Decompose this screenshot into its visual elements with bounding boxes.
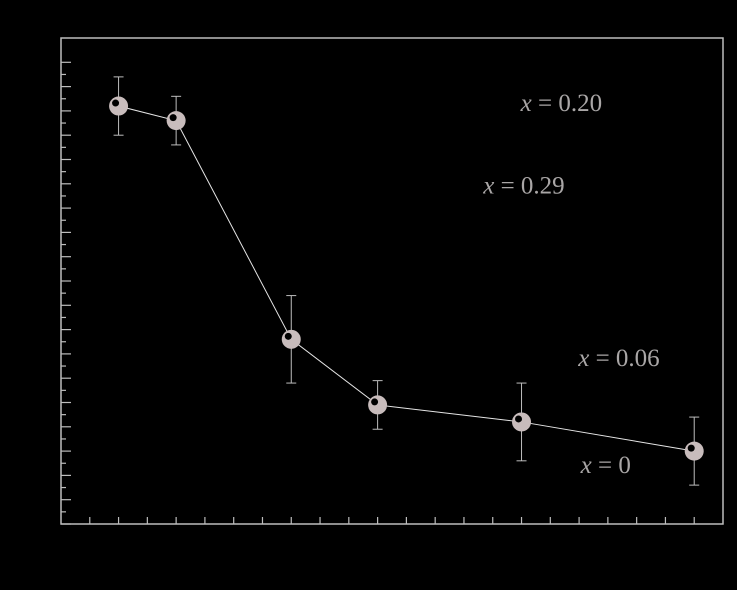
data-point-highlight bbox=[112, 99, 120, 107]
annotation-label: x = 0.06 bbox=[577, 345, 659, 372]
annotation-label: x = 0 bbox=[580, 452, 631, 479]
data-point bbox=[368, 395, 388, 415]
series-line bbox=[118, 105, 695, 452]
data-point-highlight bbox=[169, 114, 177, 122]
data-point bbox=[512, 412, 532, 432]
data-point-highlight bbox=[687, 444, 695, 452]
data-point-highlight bbox=[371, 398, 379, 406]
y-ticks bbox=[61, 61, 71, 525]
data-point-highlight bbox=[515, 415, 523, 423]
series-group bbox=[109, 76, 704, 486]
data-point bbox=[109, 96, 129, 116]
data-point-highlight bbox=[284, 332, 292, 340]
data-point bbox=[281, 329, 301, 349]
annotation-label: x = 0.29 bbox=[482, 173, 564, 200]
x-ticks bbox=[89, 517, 695, 524]
data-point bbox=[684, 441, 704, 461]
annotation-label: x = 0.20 bbox=[520, 90, 602, 117]
annotations: x = 0.20 x = 0.29 x = 0.06 x = 0 bbox=[482, 90, 659, 479]
data-point bbox=[166, 111, 186, 131]
